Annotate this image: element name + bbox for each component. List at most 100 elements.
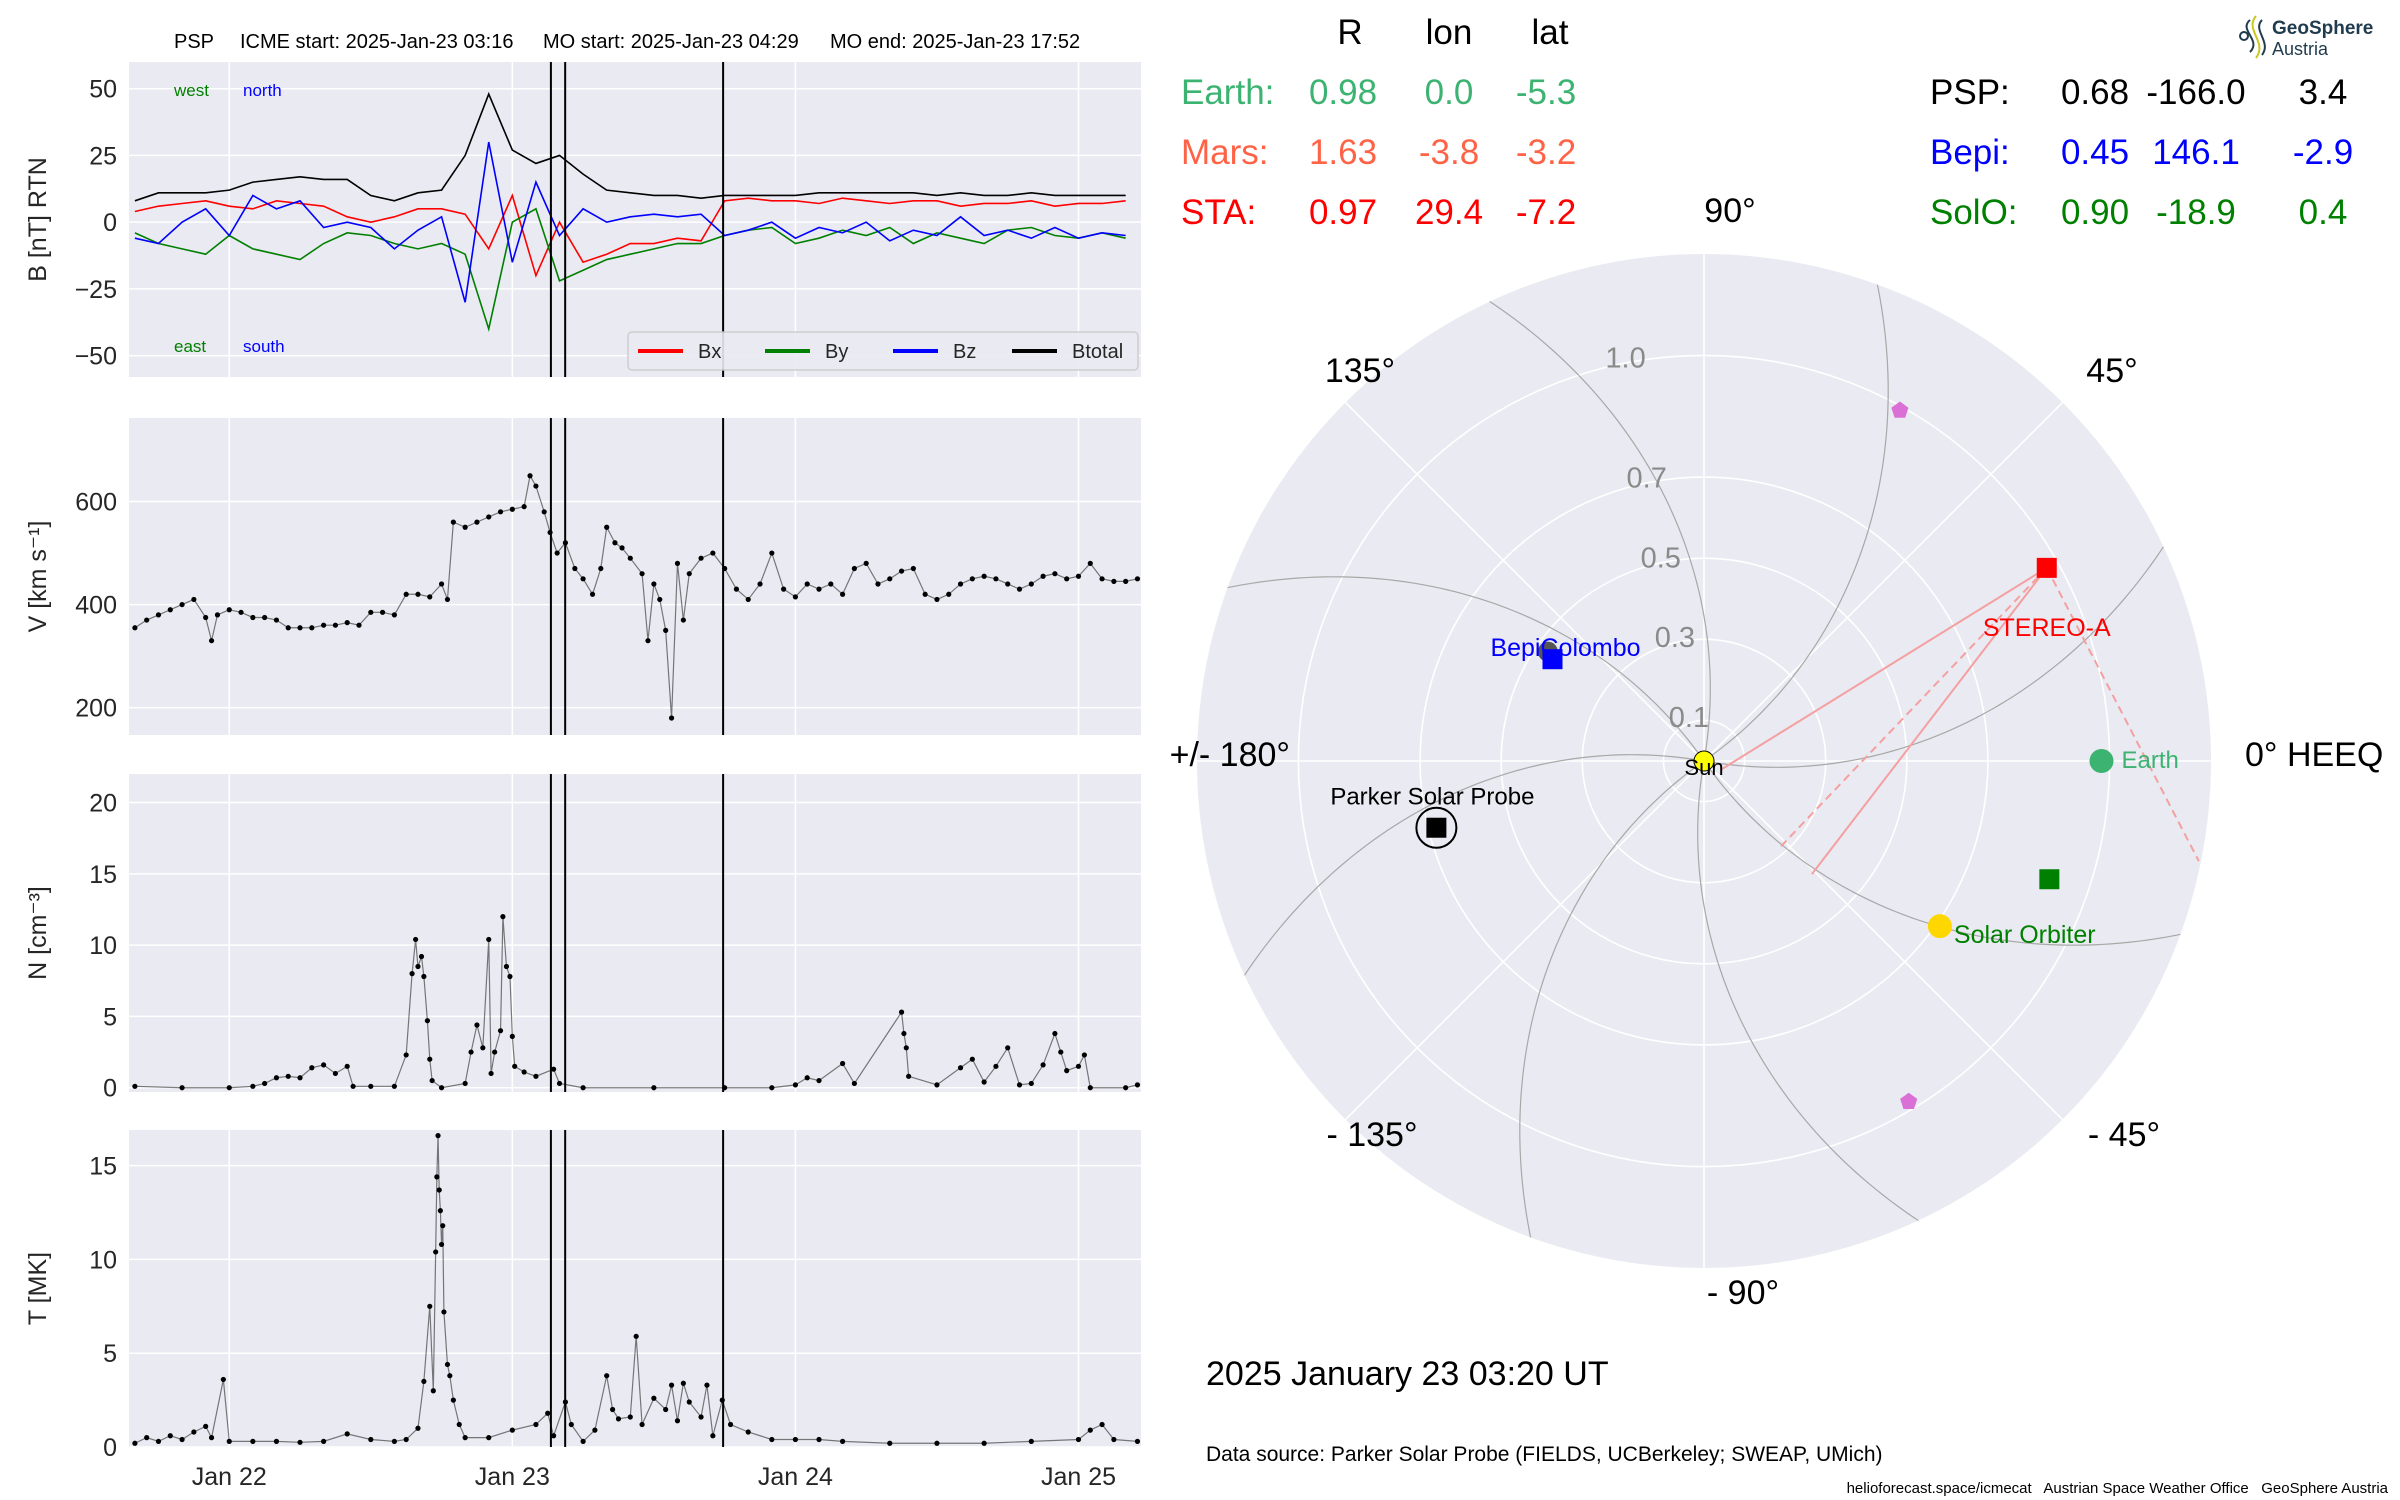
sta-marker [2036, 557, 2057, 578]
y-tick-label: 10 [89, 1246, 117, 1274]
data-point [208, 1435, 215, 1441]
data-point [981, 1440, 987, 1446]
data-point [851, 1080, 857, 1087]
data-point [969, 1056, 975, 1062]
data-point [429, 1077, 435, 1084]
data-point [993, 576, 999, 582]
y-tick-label: 0 [103, 1434, 117, 1462]
data-point [1005, 581, 1011, 587]
position-label: Mars: [1181, 133, 1269, 172]
data-point [250, 614, 256, 621]
data-point [462, 1080, 468, 1087]
annotation-north: north [243, 81, 282, 100]
angle-label-a0: 0° HEEQ [2245, 736, 2383, 774]
data-point [344, 1063, 350, 1069]
angle-label-a90: 90° [1704, 192, 1755, 230]
position-value-r: 0.98 [1309, 73, 1377, 112]
data-point [957, 1065, 964, 1071]
data-point [132, 1083, 138, 1089]
title-mo-start: MO start: 2025-Jan-23 04:29 [543, 31, 799, 53]
position-value-lat: 0.4 [2299, 193, 2348, 232]
data-point [132, 625, 138, 631]
data-point [179, 1436, 185, 1443]
data-point [1052, 1030, 1058, 1037]
data-point [437, 1208, 443, 1214]
title-spacecraft: PSP [174, 31, 214, 53]
parker-spiral-line [1519, 760, 1705, 1252]
data-point [418, 953, 425, 960]
data-point [144, 617, 150, 623]
data-point [285, 625, 291, 631]
plot-area [134, 91, 1126, 333]
data-point [875, 581, 881, 587]
y-tick-label: −25 [75, 276, 117, 304]
annotation-east: east [174, 337, 206, 356]
data-point [262, 614, 268, 621]
y-tick-label: 5 [103, 1003, 117, 1031]
series-line-by [134, 207, 1126, 333]
l4-marker [1891, 401, 1909, 418]
position-label: STA: [1181, 193, 1256, 232]
y-tick-label: 20 [89, 790, 117, 818]
data-point [745, 1429, 751, 1435]
data-point [509, 1033, 515, 1039]
data-point [572, 565, 578, 572]
data-point [208, 638, 215, 644]
data-point [273, 1438, 280, 1444]
data-point [1075, 1063, 1082, 1069]
data-point [863, 560, 869, 566]
data-point [1058, 1049, 1064, 1055]
data-point [250, 1083, 256, 1089]
x-tick-label: Jan 22 [192, 1463, 267, 1491]
parker-spirals [1213, 270, 2195, 1252]
data-point [492, 1049, 498, 1055]
data-point [309, 1065, 315, 1071]
data-point [415, 1425, 421, 1431]
data-point [568, 1421, 574, 1428]
data-point [839, 1438, 846, 1444]
data-point [769, 1436, 775, 1443]
data-point [934, 1082, 940, 1088]
data-point [898, 1009, 905, 1015]
sun-label: Sun [1684, 755, 1723, 780]
data-point [1016, 586, 1023, 592]
bepi-marker [1542, 649, 1563, 670]
data-point [1005, 1045, 1011, 1051]
data-point [769, 550, 775, 556]
hi-fov-dashed-line [2045, 567, 2200, 862]
data-point [946, 591, 952, 597]
data-point [757, 581, 763, 587]
data-point [440, 1223, 446, 1229]
data-point [521, 1069, 527, 1075]
data-point [898, 568, 905, 574]
y-tick-label: 0 [103, 1075, 117, 1103]
data-point [645, 638, 651, 644]
y-axis-label: B [nT] RTN [24, 157, 52, 282]
data-point [214, 612, 221, 618]
plot-background [129, 418, 1141, 735]
solo-body-label: Solar Orbiter [1954, 921, 2096, 949]
data-point [421, 973, 427, 980]
plot-area [132, 1133, 1141, 1446]
panel-density: 20 15 10 5 0 N [cm⁻³] [24, 774, 1141, 1103]
data-point [993, 1063, 999, 1069]
position-value-r: 1.63 [1309, 133, 1377, 172]
data-point [167, 1433, 173, 1439]
data-point [792, 1436, 799, 1443]
data-point [674, 1418, 681, 1424]
data-point [368, 1436, 374, 1443]
parker-spiral-line [1703, 760, 2195, 946]
y-tick-label: 5 [103, 1340, 117, 1368]
header-r: R [1337, 13, 1362, 52]
parker-spiral-line [1697, 760, 1931, 1229]
data-point [427, 1056, 433, 1062]
data-point [710, 1433, 716, 1439]
y-tick-label: 600 [75, 489, 117, 517]
data-point [332, 622, 339, 628]
legend-label-bx: Bx [698, 341, 721, 363]
data-point [934, 596, 940, 603]
position-value-lat: 3.4 [2299, 73, 2348, 112]
data-point [321, 1062, 327, 1068]
data-point [981, 573, 987, 579]
annotation-south: south [243, 337, 285, 356]
